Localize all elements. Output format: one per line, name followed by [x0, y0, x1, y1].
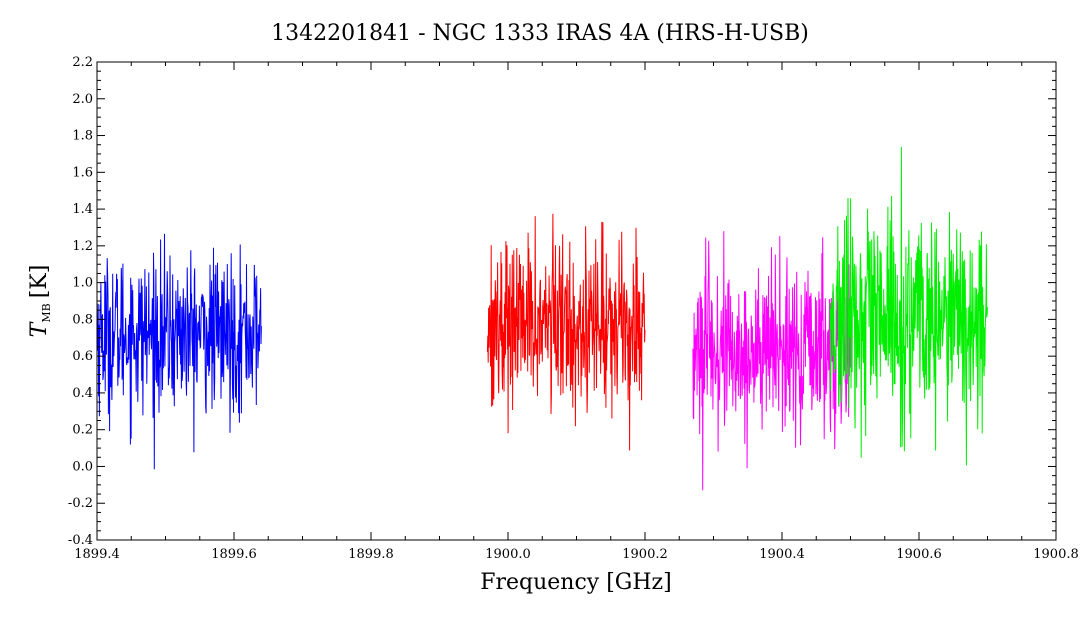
y-tick-label: -0.4 — [68, 533, 93, 548]
spectrum-series-3 — [692, 231, 851, 491]
x-tick-label: 1900.2 — [622, 547, 668, 562]
y-tick-label: 1.0 — [72, 276, 93, 291]
y-tick-label: 0.0 — [72, 459, 93, 474]
y-tick-label: 1.2 — [72, 239, 93, 254]
x-tick-label: 1899.4 — [74, 547, 120, 562]
y-tick-label: 0.4 — [72, 386, 93, 401]
y-axis-subscript: MB — [40, 303, 53, 322]
y-tick-label: 0.2 — [72, 423, 93, 438]
y-tick-label: 1.4 — [72, 202, 93, 217]
x-axis-label: Frequency [GHz] — [480, 570, 672, 595]
y-tick-label: 2.2 — [72, 55, 93, 70]
x-tick-label: 1900.4 — [759, 547, 805, 562]
x-tick-label: 1900.8 — [1033, 547, 1079, 562]
x-tick-label: 1900.6 — [896, 547, 942, 562]
y-tick-label: 0.8 — [72, 312, 93, 327]
y-tick-label: 2.0 — [72, 92, 93, 107]
ticks-layer: 1899.4 1899.6 1899.8 1900.0 1900.2 1900.4 1900… — [68, 55, 1079, 562]
y-tick-label: 0.6 — [72, 349, 93, 364]
spectrum-series-2 — [486, 213, 646, 451]
spectrum-series-1 — [96, 233, 262, 470]
x-tick-label: 1899.8 — [348, 547, 394, 562]
y-tick-label: 1.6 — [72, 165, 93, 180]
series-layer — [96, 146, 988, 491]
x-tick-label: 1900.0 — [485, 547, 531, 562]
chart-title: 1342201841 - NGC 1333 IRAS 4A (HRS-H-USB… — [271, 21, 809, 46]
spectrum-series-4 — [829, 146, 988, 466]
y-tick-label: -0.2 — [68, 496, 93, 511]
y-axis-label: TMB [K] — [27, 265, 53, 338]
y-axis-unit: [K] — [27, 265, 52, 299]
y-tick-label: 1.8 — [72, 129, 93, 144]
x-tick-label: 1899.6 — [211, 547, 257, 562]
y-axis-symbol: T — [27, 320, 52, 337]
